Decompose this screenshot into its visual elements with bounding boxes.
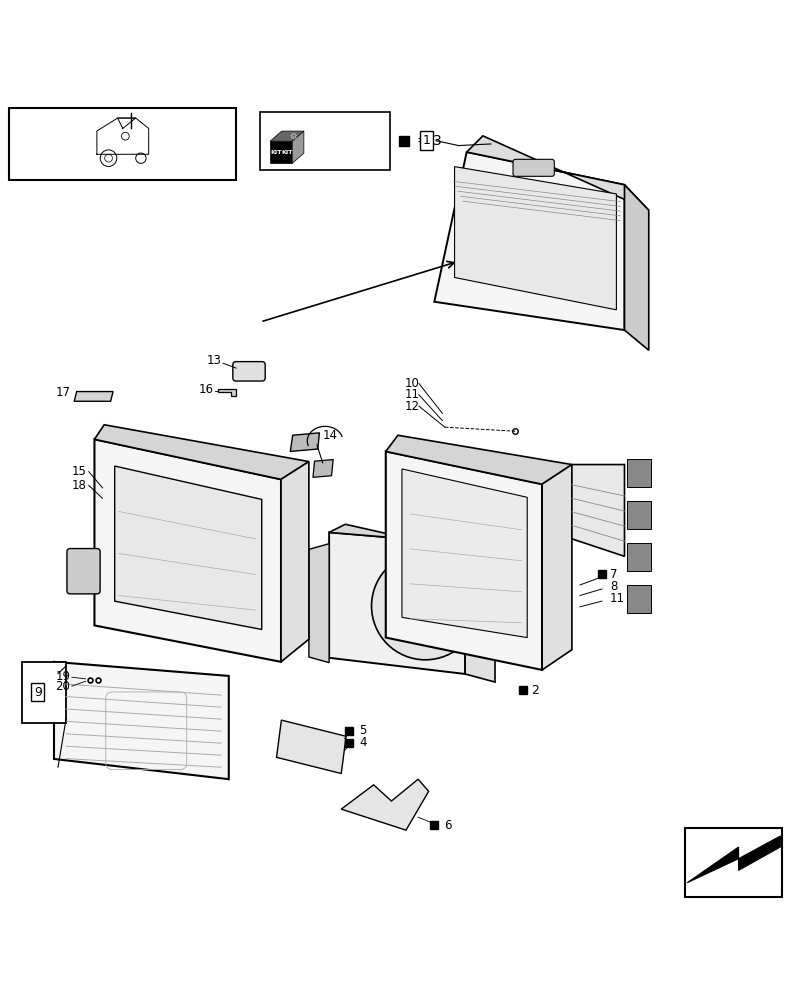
Text: 19: 19 [55, 670, 70, 683]
Polygon shape [418, 606, 425, 644]
Text: 18: 18 [71, 479, 86, 492]
Polygon shape [270, 141, 292, 163]
Text: 11: 11 [404, 388, 418, 401]
Circle shape [371, 552, 478, 660]
Text: 9: 9 [34, 686, 41, 699]
Text: 2: 2 [530, 684, 539, 697]
Polygon shape [312, 460, 333, 477]
Polygon shape [308, 544, 328, 663]
Text: 1: 1 [422, 134, 430, 147]
Bar [626, 585, 650, 613]
Polygon shape [398, 606, 425, 633]
Text: 11: 11 [609, 592, 624, 605]
Polygon shape [387, 600, 425, 606]
Text: 8: 8 [609, 580, 616, 593]
Polygon shape [94, 439, 281, 662]
Text: 4: 4 [358, 736, 366, 749]
Bar [260, 112, 389, 170]
Polygon shape [434, 152, 624, 330]
Polygon shape [571, 465, 624, 556]
FancyBboxPatch shape [233, 362, 265, 381]
Text: 17: 17 [55, 386, 70, 399]
Text: 12: 12 [404, 400, 418, 413]
Text: KIT: KIT [269, 150, 281, 155]
Polygon shape [425, 606, 462, 612]
Bar [22, 662, 66, 723]
Text: 13: 13 [206, 354, 221, 367]
Polygon shape [328, 524, 495, 558]
Bar [684, 828, 781, 897]
FancyBboxPatch shape [513, 159, 554, 176]
Polygon shape [425, 606, 452, 633]
Text: 15: 15 [71, 465, 86, 478]
Polygon shape [277, 720, 345, 774]
Polygon shape [385, 435, 571, 484]
Polygon shape [74, 392, 113, 401]
Polygon shape [54, 662, 229, 779]
Polygon shape [686, 836, 779, 883]
Text: KIT: KIT [281, 150, 292, 155]
Text: 6: 6 [444, 819, 451, 832]
Polygon shape [114, 466, 261, 629]
Polygon shape [341, 779, 428, 830]
Polygon shape [385, 451, 542, 670]
Text: 16: 16 [198, 383, 213, 396]
Polygon shape [94, 425, 308, 479]
Polygon shape [281, 462, 308, 662]
Polygon shape [328, 532, 465, 674]
Polygon shape [401, 469, 526, 638]
Text: ⚙: ⚙ [289, 132, 296, 141]
Polygon shape [465, 544, 495, 682]
Bar [626, 501, 650, 529]
Polygon shape [425, 568, 431, 606]
Polygon shape [218, 389, 236, 396]
Circle shape [417, 598, 433, 614]
Polygon shape [270, 131, 303, 141]
Polygon shape [542, 465, 571, 670]
Polygon shape [454, 167, 616, 310]
Polygon shape [425, 579, 452, 606]
Bar [626, 459, 650, 487]
Text: 7: 7 [609, 568, 616, 581]
Text: 10: 10 [404, 377, 418, 390]
Polygon shape [624, 185, 648, 350]
Polygon shape [290, 433, 319, 451]
Bar [626, 543, 650, 571]
Text: = 3: = 3 [416, 134, 440, 148]
Polygon shape [398, 579, 425, 606]
Bar [10, 108, 236, 180]
Text: 20: 20 [55, 680, 70, 693]
Text: 5: 5 [358, 724, 366, 737]
Text: 14: 14 [322, 429, 337, 442]
Polygon shape [466, 136, 648, 210]
FancyBboxPatch shape [67, 549, 100, 594]
Polygon shape [292, 131, 303, 163]
